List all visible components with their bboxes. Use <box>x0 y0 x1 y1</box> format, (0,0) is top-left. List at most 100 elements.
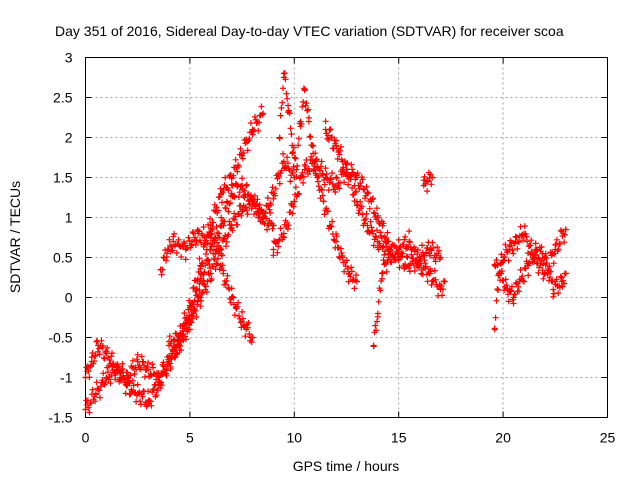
x-tick-label: 5 <box>186 430 194 446</box>
data-point <box>82 374 89 381</box>
data-point <box>504 286 511 293</box>
series-sat-track-3 <box>157 221 256 346</box>
x-tick-label: 0 <box>82 430 90 446</box>
y-tick-label: 3 <box>65 50 73 66</box>
data-point <box>395 246 402 253</box>
data-point <box>491 326 498 333</box>
data-point <box>113 366 120 373</box>
data-point <box>259 214 266 221</box>
data-point <box>88 358 95 365</box>
data-point <box>276 134 283 141</box>
series-sat-track-11 <box>491 240 569 307</box>
data-point <box>270 246 277 253</box>
marker-trace <box>82 192 277 388</box>
data-point <box>364 222 371 229</box>
data-point <box>550 286 557 293</box>
data-point <box>406 238 413 245</box>
data-point <box>364 190 371 197</box>
data-point <box>301 166 308 173</box>
data-point <box>429 174 436 181</box>
data-point <box>92 390 99 397</box>
data-point <box>333 142 340 149</box>
data-point <box>562 226 569 233</box>
data-point <box>239 318 246 325</box>
data-point <box>176 242 183 249</box>
data-point <box>416 262 423 269</box>
data-point <box>345 270 352 277</box>
data-point <box>176 334 183 341</box>
data-point <box>170 238 177 245</box>
data-point <box>427 246 434 253</box>
x-axis-label: GPS time / hours <box>293 458 400 474</box>
x-tick-label: 15 <box>391 430 407 446</box>
data-point <box>312 158 319 165</box>
marker-trace <box>82 103 266 416</box>
data-point <box>406 262 413 269</box>
chart-title: Day 351 of 2016, Sidereal Day-to-day VTE… <box>55 23 564 39</box>
y-tick-label: -1 <box>60 370 73 386</box>
data-point <box>103 374 110 381</box>
data-point <box>280 70 287 77</box>
data-point <box>249 334 256 341</box>
data-point <box>207 230 214 237</box>
data-point <box>437 286 444 293</box>
data-point <box>437 254 444 261</box>
data-point <box>558 278 565 285</box>
data-point <box>145 398 152 405</box>
data-point <box>182 246 189 253</box>
data-point <box>134 358 141 365</box>
data-point <box>228 222 235 229</box>
data-point <box>228 294 235 301</box>
data-point <box>228 190 235 197</box>
x-tick-label: 10 <box>287 430 303 446</box>
marker-trace <box>166 150 298 354</box>
data-point <box>510 294 517 301</box>
data-point <box>95 342 102 349</box>
y-tick-label: 2.5 <box>53 90 73 106</box>
y-tick-label: -1.5 <box>48 410 72 426</box>
data-point <box>374 214 381 221</box>
data-point <box>370 342 377 349</box>
data-point <box>512 238 519 245</box>
data-point <box>322 174 329 181</box>
data-point <box>214 246 221 253</box>
data-point <box>280 230 287 237</box>
y-tick-label: 0 <box>65 290 73 306</box>
data-point <box>157 266 164 273</box>
data-point <box>424 178 431 185</box>
data-point <box>186 318 193 325</box>
data-point <box>305 118 312 125</box>
data-point <box>301 86 308 93</box>
data-point <box>427 270 434 277</box>
data-point <box>188 238 195 245</box>
series-sat-track-2 <box>82 192 277 388</box>
data-point <box>314 174 321 181</box>
y-tick-label: 0.5 <box>53 250 73 266</box>
data-point <box>270 190 277 197</box>
data-point <box>249 126 256 133</box>
grid <box>85 57 608 418</box>
data-point <box>228 174 235 181</box>
data-point <box>333 182 340 189</box>
data-point <box>197 278 204 285</box>
series-sat-track-5 <box>276 70 360 292</box>
data-point <box>289 142 296 149</box>
data-point <box>218 190 225 197</box>
data-point <box>134 390 141 397</box>
data-point <box>195 230 202 237</box>
data-point <box>124 374 131 381</box>
data-point <box>155 374 162 381</box>
data-point <box>239 206 246 213</box>
data-point <box>297 118 304 125</box>
data-point <box>562 270 569 277</box>
data-point <box>207 246 214 253</box>
y-axis-label: SDTVAR / TECUs <box>7 181 23 293</box>
data-point <box>326 222 333 229</box>
data-point <box>533 246 540 253</box>
data-point <box>500 254 507 261</box>
data-point <box>207 270 214 277</box>
data-point <box>291 198 298 205</box>
series-sat-track-6 <box>270 150 392 259</box>
data-point <box>498 270 505 277</box>
data-point <box>280 158 287 165</box>
